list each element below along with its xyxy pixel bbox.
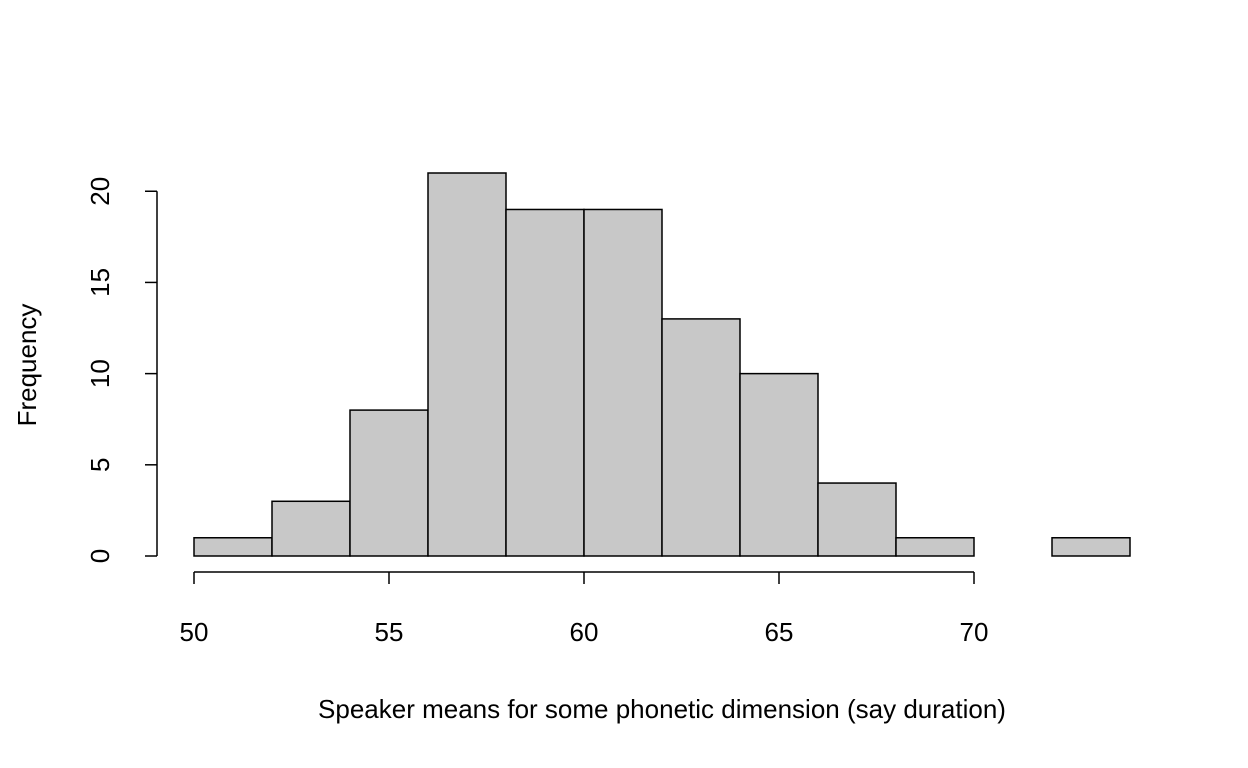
bar <box>271 500 351 557</box>
y-tick-label: 10 <box>85 359 115 388</box>
bar <box>661 318 741 557</box>
x-axis-label: Speaker means for some phonetic dimensio… <box>318 694 1006 724</box>
bar <box>349 409 429 557</box>
bar <box>1051 537 1131 557</box>
bar <box>193 537 273 557</box>
y-tick-label: 20 <box>85 177 115 206</box>
y-tick-label: 0 <box>85 549 115 563</box>
x-tick-label: 55 <box>375 617 404 647</box>
x-tick-label: 70 <box>960 617 989 647</box>
y-tick-label: 5 <box>85 458 115 472</box>
bar <box>895 537 975 557</box>
x-tick-label: 65 <box>765 617 794 647</box>
bar <box>817 482 897 557</box>
y-axis-label: Frequency <box>12 304 42 427</box>
x-tick-label: 60 <box>570 617 599 647</box>
y-tick-label: 15 <box>85 268 115 297</box>
bar <box>739 372 819 557</box>
bar <box>427 172 507 557</box>
x-tick-label: 50 <box>180 617 209 647</box>
bar <box>583 208 663 557</box>
bar <box>505 208 585 557</box>
